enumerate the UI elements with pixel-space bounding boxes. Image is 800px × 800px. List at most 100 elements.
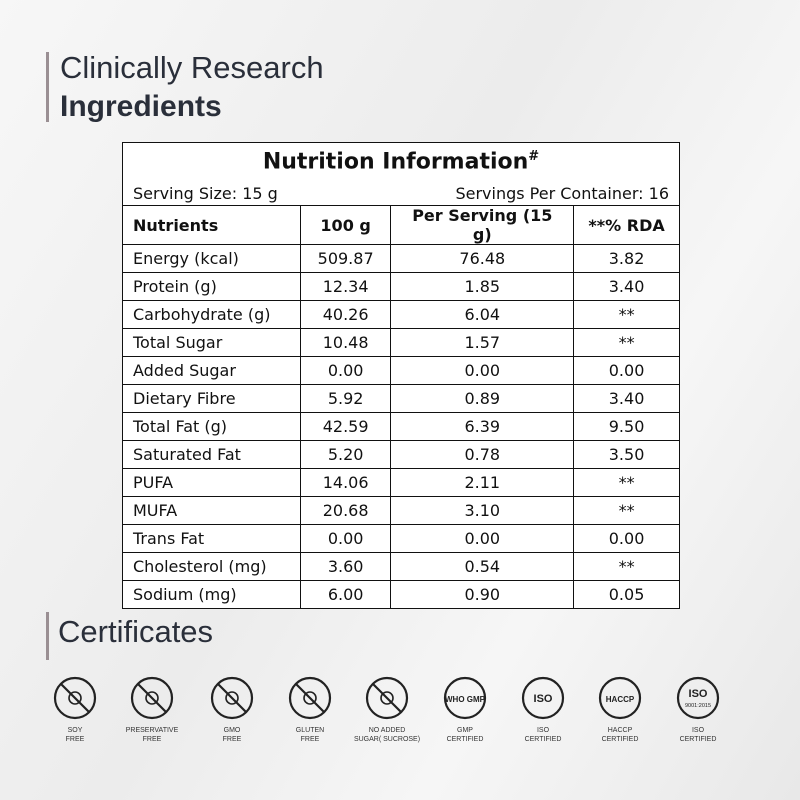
title-mark: # (528, 149, 540, 165)
table-cell: 6.39 (390, 412, 575, 441)
table-cell: ** (573, 300, 680, 329)
icon-ring (365, 676, 409, 720)
badge-text: ISO (689, 688, 708, 700)
table-cell: 0.00 (573, 356, 680, 385)
table-row: Total Fat (g) 42.59 6.39 9.50 (122, 412, 680, 441)
certificate: NO ADDED SUGAR( SUCROSE) (354, 676, 420, 743)
nutrition-table: Nutrition Information# Serving Size: 15 g… (122, 142, 680, 609)
certificate-label: GLUTEN (296, 727, 324, 734)
icon-ring (288, 676, 332, 720)
certificate: SOY FREE (53, 676, 97, 743)
table-cell: 76.48 (390, 244, 575, 273)
table-cell: 3.82 (573, 244, 680, 273)
table-cell: 5.92 (299, 384, 392, 413)
certificates-heading: Certificates (58, 614, 214, 649)
icon-glyph (225, 691, 239, 705)
certificate-label: SOY (68, 727, 83, 734)
icon-slash (217, 683, 247, 713)
table-cell: 5.20 (299, 440, 392, 469)
table-cell: Added Sugar (122, 356, 301, 385)
badge-text: HACCP (606, 695, 635, 704)
serving-size: Serving Size: 15 g (133, 183, 278, 203)
table-row: PUFA 14.06 2.11 ** (122, 468, 680, 497)
title-row: Nutrition Information# (122, 142, 680, 181)
table-cell: 3.10 (390, 496, 575, 525)
certificate: ISO ISO CERTIFIED (521, 676, 565, 743)
certificate: GMO FREE (210, 676, 254, 743)
table-cell: Total Fat (g) (122, 412, 301, 441)
table-cell: 10.48 (299, 328, 392, 357)
table-cell: ** (573, 496, 680, 525)
table-cell: 1.85 (390, 272, 575, 301)
header-row: Nutrients 100 g Per Serving (15 g) **% RDA (122, 205, 680, 245)
certificate-label: ISO (537, 727, 550, 734)
title-cell: Nutrition Information# (122, 142, 680, 181)
column-header: **% RDA (573, 205, 680, 245)
certificate-label: PRESERVATIVE (126, 727, 179, 734)
table-cell: 0.00 (390, 524, 575, 553)
certificate: WHO GMP GMP CERTIFIED (443, 676, 487, 743)
badge-text: ISO (534, 693, 553, 705)
certificate-label: GMO (224, 727, 241, 734)
serving-cell: Serving Size: 15 g Servings Per Container… (122, 181, 680, 206)
table-cell: 0.00 (573, 524, 680, 553)
icon-glyph (380, 691, 394, 705)
table-row: Protein (g) 12.34 1.85 3.40 (122, 272, 680, 301)
certificate: HACCP HACCP CERTIFIED (598, 676, 642, 743)
icon-glyph (303, 691, 317, 705)
table-cell: 9.50 (573, 412, 680, 441)
table-cell: 0.05 (573, 580, 680, 609)
table-cell: 6.00 (299, 580, 392, 609)
table-cell: 3.40 (573, 272, 680, 301)
table-cell: Protein (g) (122, 272, 301, 301)
certificate-label: FREE (223, 736, 242, 743)
icon-ring (521, 676, 565, 720)
certificate-label: ISO (692, 727, 705, 734)
table-cell: Sodium (mg) (122, 580, 301, 609)
table-cell: 0.89 (390, 384, 575, 413)
certificate: PRESERVATIVE FREE (126, 676, 179, 743)
table-cell: 0.54 (390, 552, 575, 581)
table-row: Saturated Fat 5.20 0.78 3.50 (122, 440, 680, 469)
table-cell: Total Sugar (122, 328, 301, 357)
column-header: Nutrients (122, 205, 301, 245)
table-cell: 0.78 (390, 440, 575, 469)
table-cell: 0.00 (390, 356, 575, 385)
table-cell: 0.90 (390, 580, 575, 609)
table-cell: 14.06 (299, 468, 392, 497)
certificate-label: CERTIFIED (680, 736, 717, 743)
certificate-label: FREE (66, 736, 85, 743)
table-cell: 12.34 (299, 272, 392, 301)
certificate-label: NO ADDED (369, 727, 406, 734)
certificate: GLUTEN FREE (288, 676, 332, 743)
certificate: ISO 9001:2015 ISO CERTIFIED (676, 676, 720, 743)
table-cell: 42.59 (299, 412, 392, 441)
certificate-label: CERTIFIED (525, 736, 562, 743)
accent-bar (46, 612, 49, 660)
table-cell: 1.57 (390, 328, 575, 357)
table-row: MUFA 20.68 3.10 ** (122, 496, 680, 525)
icon-ring (598, 676, 642, 720)
table-row: Added Sugar 0.00 0.00 0.00 (122, 356, 680, 385)
icon-ring (130, 676, 174, 720)
icon-slash (372, 683, 402, 713)
serving-row: Serving Size: 15 g Servings Per Container… (122, 181, 680, 206)
table-cell: Cholesterol (mg) (122, 552, 301, 581)
icon-slash (60, 683, 90, 713)
icon-slash (295, 683, 325, 713)
badge-sub: 9001:2015 (685, 703, 711, 709)
table-cell: Dietary Fibre (122, 384, 301, 413)
table-cell: Trans Fat (122, 524, 301, 553)
table-row: Dietary Fibre 5.92 0.89 3.40 (122, 384, 680, 413)
icon-ring (676, 676, 720, 720)
icon-ring (443, 676, 487, 720)
accent-bar (46, 52, 49, 122)
table-cell: MUFA (122, 496, 301, 525)
badge-text: WHO GMP (445, 695, 486, 704)
table-row: Total Sugar 10.48 1.57 ** (122, 328, 680, 357)
table-cell: 3.40 (573, 384, 680, 413)
certificate-label: FREE (143, 736, 162, 743)
table-cell: ** (573, 328, 680, 357)
table-cell: PUFA (122, 468, 301, 497)
